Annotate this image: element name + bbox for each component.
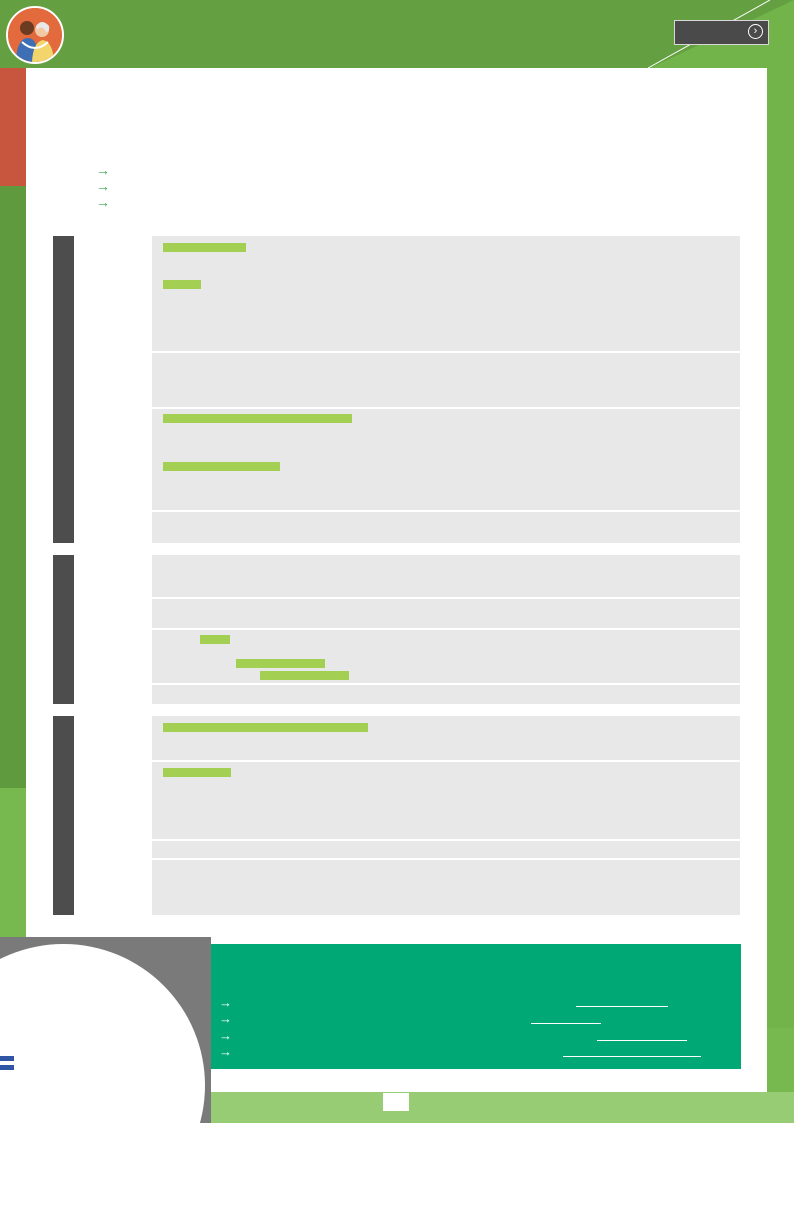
- highlight-term: [236, 659, 325, 668]
- section-3-label-cell: [74, 716, 152, 915]
- equals-icon: [0, 1056, 14, 1076]
- link-underline: [597, 1040, 687, 1041]
- link-underline: [576, 1006, 668, 1007]
- row-divider: [152, 839, 740, 841]
- section-3-marker: [53, 716, 74, 915]
- intro-list-item: →: [96, 162, 110, 178]
- highlight-term: [163, 280, 201, 289]
- right-margin-strip: [767, 68, 794, 1028]
- resource-link[interactable]: →: [219, 995, 232, 1010]
- highlight-term: [163, 723, 368, 732]
- intro-list-item: →: [96, 194, 110, 210]
- highlight-term: [200, 635, 230, 644]
- page-number-tab: [383, 1093, 409, 1111]
- section-3-content: [152, 716, 740, 915]
- logo-badge: [6, 6, 64, 64]
- footer-strip: [210, 1092, 794, 1123]
- resource-link[interactable]: →: [219, 1044, 232, 1059]
- resource-link[interactable]: →: [219, 1011, 232, 1026]
- section-1-marker: [53, 236, 74, 543]
- row-divider: [152, 858, 740, 860]
- highlight-term: [163, 414, 352, 423]
- resource-link[interactable]: →: [219, 1028, 232, 1043]
- next-page-button[interactable]: ›: [674, 20, 769, 45]
- link-underline: [531, 1023, 601, 1024]
- highlight-term: [163, 243, 246, 252]
- row-divider: [152, 510, 740, 512]
- section-1-content: [152, 236, 740, 543]
- left-margin-strip: [0, 68, 26, 788]
- row-divider: [152, 351, 740, 353]
- highlight-term: [163, 768, 231, 777]
- intro-list-item: →: [96, 178, 110, 194]
- chevron-right-icon: ›: [748, 24, 763, 39]
- link-underline: [563, 1056, 701, 1057]
- section-1-label-cell: [74, 236, 152, 543]
- section-2-label-cell: [74, 555, 152, 704]
- section-2-marker: [53, 555, 74, 704]
- header-band: [0, 0, 794, 68]
- row-divider: [152, 628, 740, 630]
- row-divider: [152, 683, 740, 685]
- highlight-term: [163, 462, 280, 471]
- chapter-tab: [0, 68, 26, 186]
- highlight-term: [260, 671, 349, 680]
- row-divider: [152, 760, 740, 762]
- row-divider: [152, 597, 740, 599]
- row-divider: [152, 407, 740, 409]
- people-illustration-icon: [8, 8, 62, 62]
